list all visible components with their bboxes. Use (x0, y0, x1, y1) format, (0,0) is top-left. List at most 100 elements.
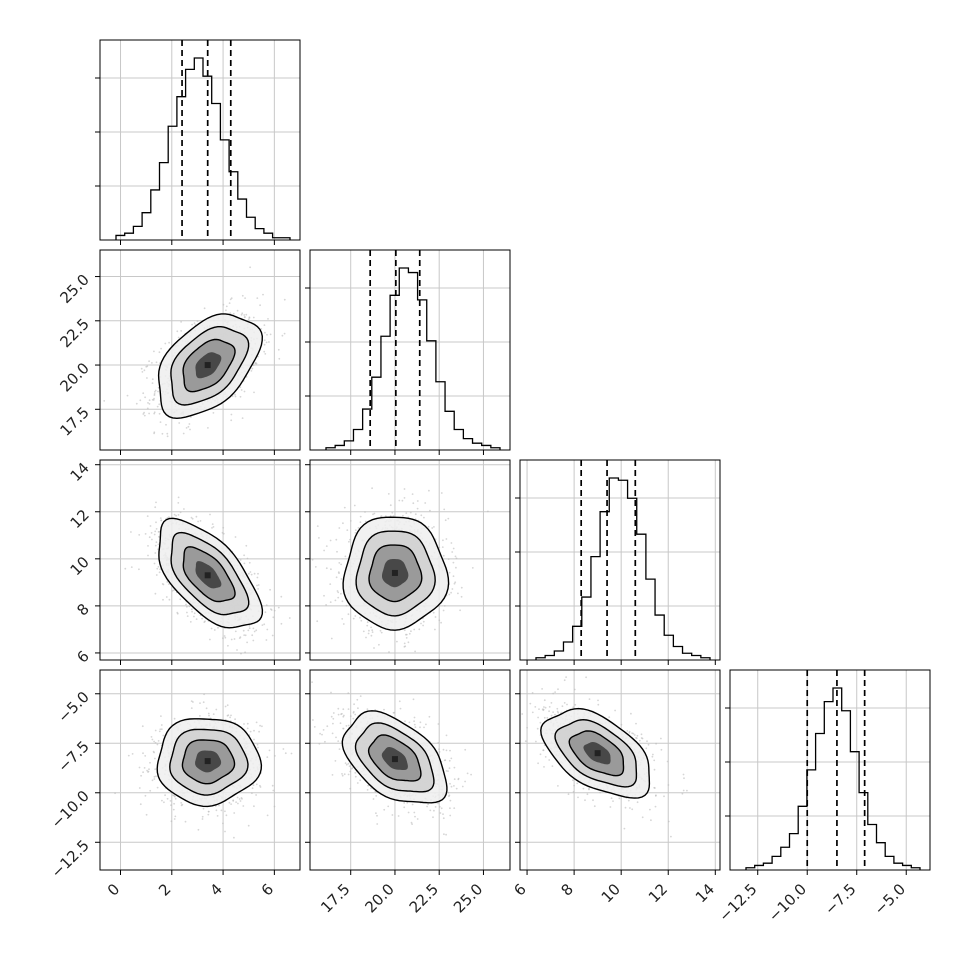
scatter-point (192, 701, 194, 703)
scatter-point (243, 390, 246, 393)
grid-lines (730, 670, 930, 870)
scatter-point (211, 527, 213, 529)
scatter-point (368, 629, 370, 632)
scatter-point (124, 567, 127, 570)
scatter-point (218, 804, 220, 807)
scatter-point (354, 529, 357, 531)
scatter-point (251, 792, 253, 795)
scatter-point (428, 715, 431, 718)
scatter-point (243, 554, 246, 557)
scatter-point (242, 629, 245, 632)
scatter-point (233, 836, 235, 839)
scatter-point (423, 726, 425, 729)
scatter-point (342, 623, 345, 625)
scatter-point (177, 496, 180, 499)
scatter-point (241, 294, 244, 297)
scatter-point (222, 532, 225, 535)
scatter-point (158, 571, 161, 574)
scatter-point (418, 628, 421, 631)
scatter-point (225, 309, 227, 312)
scatter-point (234, 393, 236, 396)
scatter-point (370, 626, 372, 629)
scatter-point (423, 516, 425, 519)
scatter-point (280, 622, 283, 625)
scatter-point (337, 596, 340, 599)
scatter-point (234, 718, 237, 721)
x-tick-label: −7.5 (821, 880, 859, 918)
scatter-point (387, 493, 390, 495)
x-tick-label: 0 (104, 880, 123, 899)
scatter-point (197, 520, 200, 523)
scatter-point (153, 432, 156, 435)
scatter-point (413, 628, 416, 631)
scatter-point (443, 833, 445, 836)
scatter-point (236, 796, 239, 799)
scatter-point (114, 792, 116, 795)
scatter-point (379, 629, 382, 632)
scatter-point (155, 528, 158, 530)
scatter-point (180, 321, 183, 323)
scatter-point (138, 534, 141, 536)
scatter-point (313, 726, 316, 728)
scatter-point (253, 729, 255, 732)
scatter-point (261, 725, 263, 728)
scatter-point (277, 348, 280, 351)
scatter-point (199, 715, 201, 717)
scatter-point (403, 488, 406, 490)
y-tick-label: −7.5 (54, 737, 92, 775)
scatter-point (268, 749, 271, 752)
scatter-point (245, 313, 248, 316)
scatter-point (405, 512, 408, 514)
scatter-point (399, 707, 402, 710)
scatter-point (267, 318, 269, 320)
scatter-point (338, 572, 340, 575)
scatter-point (155, 574, 158, 576)
scatter-point (208, 714, 210, 717)
scatter-point (151, 779, 154, 782)
scatter-point (232, 312, 235, 315)
scatter-point (359, 521, 362, 523)
scatter-point (314, 566, 317, 568)
scatter-point (396, 640, 398, 643)
scatter-point (407, 641, 410, 644)
scatter-point (159, 568, 162, 571)
scatter-point (229, 716, 232, 719)
panel-frame (99, 459, 301, 661)
scatter-point (442, 609, 445, 612)
scatter-point (246, 722, 249, 725)
scatter-point (329, 539, 332, 542)
scatter-point (144, 533, 147, 535)
scatter-point (329, 601, 332, 603)
scatter-point (156, 567, 159, 570)
scatter-point (245, 544, 248, 547)
scatter-point (450, 542, 453, 544)
scatter-point (158, 412, 161, 415)
scatter-point (413, 723, 416, 726)
scatter-point (207, 813, 210, 816)
scatter-point (139, 399, 142, 402)
scatter-point (338, 562, 341, 564)
scatter-point (230, 638, 233, 641)
scatter-point (256, 743, 259, 746)
scatter-point (448, 759, 451, 762)
scatter-point (255, 794, 257, 796)
scatter-point (170, 820, 173, 823)
scatter-point (232, 799, 235, 802)
scatter-point (448, 767, 451, 769)
scatter-point (159, 517, 162, 519)
scatter-point (234, 630, 237, 633)
contour-line (182, 338, 236, 393)
scatter-point (172, 589, 175, 592)
scatter-point (366, 789, 369, 791)
scatter-point (447, 558, 450, 560)
scatter-point (244, 297, 247, 299)
scatter-point (266, 333, 268, 336)
scatter-point (380, 515, 382, 518)
scatter-point (199, 520, 202, 522)
scatter-point (346, 529, 349, 531)
scatter-point (445, 749, 448, 752)
scatter-point (147, 545, 149, 547)
scatter-point (155, 501, 157, 504)
scatter-point (263, 623, 266, 626)
